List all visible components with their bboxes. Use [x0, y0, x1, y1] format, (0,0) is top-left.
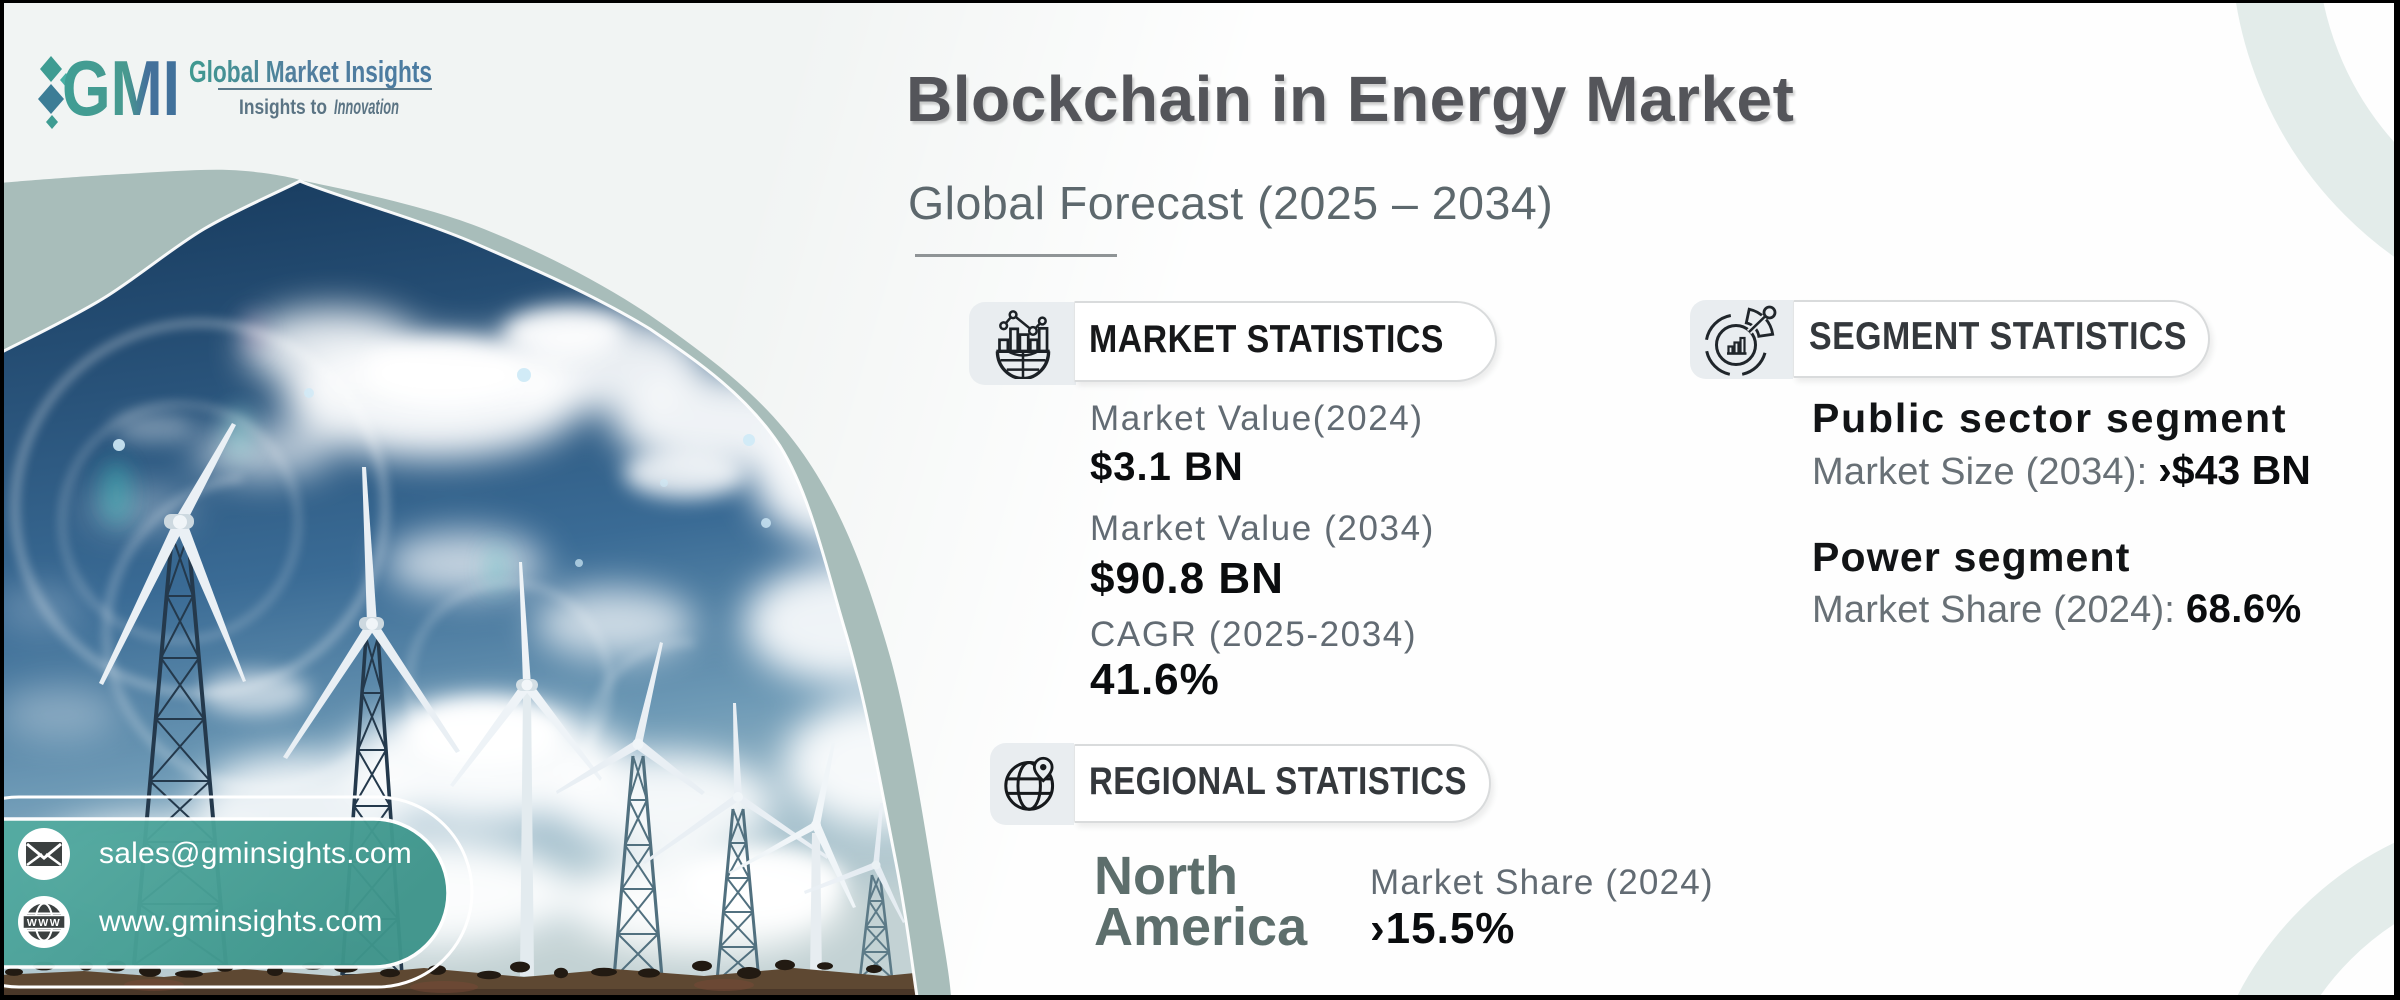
svg-text:Insights to: Insights to	[239, 96, 327, 119]
svg-text:WWW: WWW	[27, 917, 61, 929]
svg-text:Global Market Insights: Global Market Insights	[189, 54, 432, 89]
svg-text:GMI: GMI	[62, 44, 180, 132]
svg-text:Innovation: Innovation	[334, 96, 399, 119]
